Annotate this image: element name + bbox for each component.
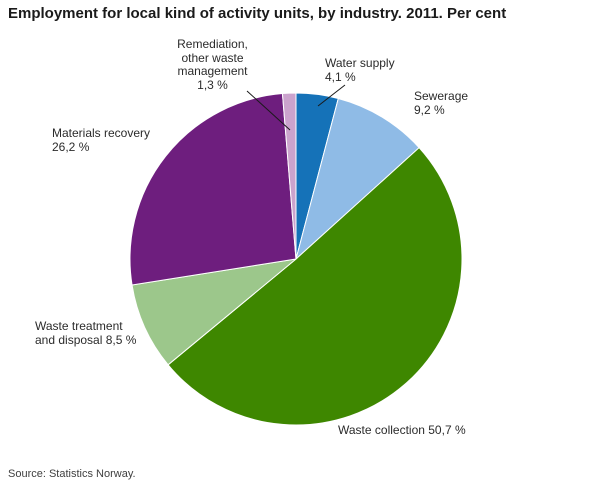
label-waste-treatment: Waste treatment and disposal 8,5 % xyxy=(35,319,137,347)
leader-line-water-supply xyxy=(317,84,346,107)
label-remediation: Remediation, other waste management 1,3 … xyxy=(155,37,270,92)
label-line: Waste treatment xyxy=(35,319,123,333)
leader-lines xyxy=(246,84,346,131)
label-line: and disposal 8,5 % xyxy=(35,332,137,347)
label-line: Waste collection 50,7 % xyxy=(338,423,466,437)
label-line: 1,3 % xyxy=(197,77,228,92)
label-line: Sewerage xyxy=(414,89,469,103)
label-water-supply: Water supply 4,1 % xyxy=(325,56,395,84)
label-line: 26,2 % xyxy=(52,139,90,154)
leader-line-remediation xyxy=(246,90,291,131)
pie-slice-waste-treatment-and-disposal xyxy=(131,258,298,366)
chart-title: Employment for local kind of activity un… xyxy=(8,5,507,22)
label-line: other waste xyxy=(181,50,244,65)
label-line: management xyxy=(177,64,248,78)
pie-slices xyxy=(129,92,463,426)
pie-slice-remediation-other-waste-management xyxy=(281,92,297,260)
label-materials-recovery: Materials recovery 26,2 % xyxy=(52,126,151,154)
label-waste-collection: Waste collection 50,7 % xyxy=(338,423,466,438)
label-line: Water supply xyxy=(325,56,395,70)
label-line: Remediation, xyxy=(177,37,248,51)
pie-slice-sewerage xyxy=(295,97,420,261)
pie-slice-waste-collection xyxy=(167,146,463,426)
label-sewerage: Sewerage 9,2 % xyxy=(414,89,469,117)
source-text: Source: Statistics Norway. xyxy=(8,468,136,480)
label-line: 9,2 % xyxy=(414,102,445,117)
label-line: Materials recovery xyxy=(52,126,151,140)
pie-slice-materials-recovery xyxy=(129,93,297,286)
label-line: 4,1 % xyxy=(325,69,356,84)
